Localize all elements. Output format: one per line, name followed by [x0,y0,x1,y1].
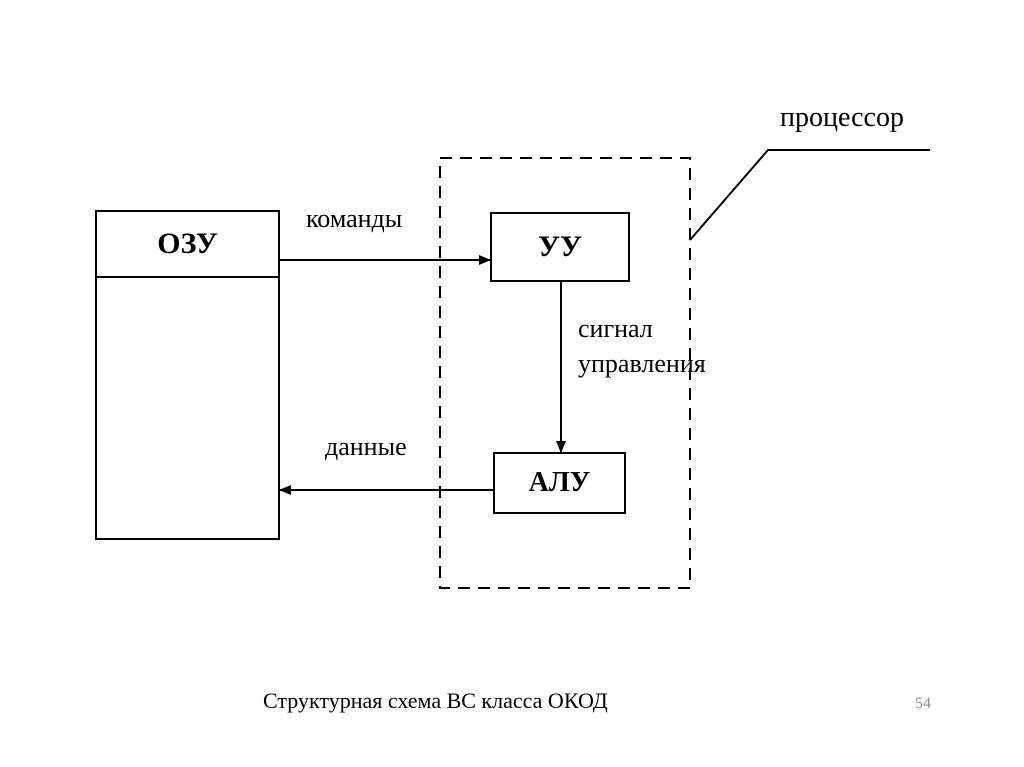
processor-label: процессор [780,102,904,134]
page-number: 54 [915,695,931,713]
caption: Структурная схема ВС класса ОКОД [263,688,608,714]
commands-label: команды [306,204,402,234]
data-label: данные [325,432,407,462]
yy-block: УУ [490,212,630,282]
ozu-header: ОЗУ [95,210,280,278]
alu-block: АЛУ [493,452,626,514]
signal-label-1: сигнал [578,314,653,344]
processor-leader-line [690,150,930,240]
yy-label: УУ [538,230,582,264]
ozu-label: ОЗУ [157,227,217,261]
alu-label: АЛУ [529,467,591,499]
signal-label-2: управления [578,349,706,379]
